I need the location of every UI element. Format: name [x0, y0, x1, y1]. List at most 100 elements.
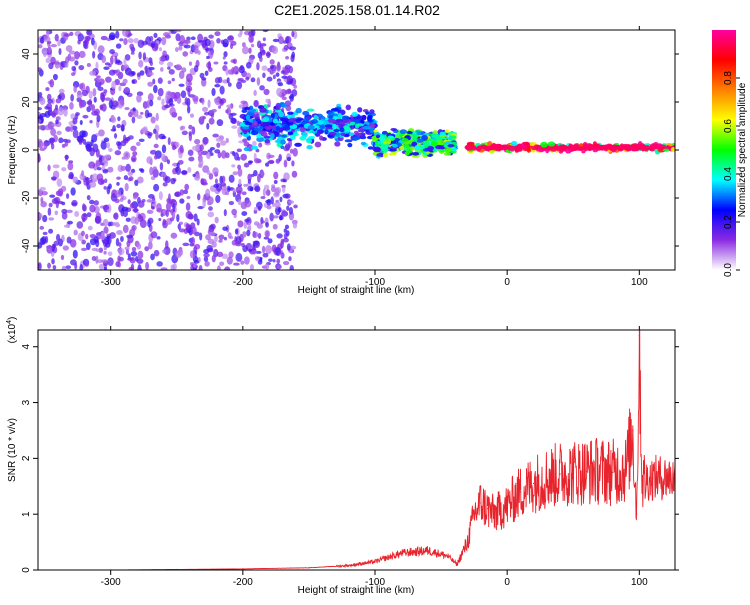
heatmap-cell: [262, 37, 266, 42]
heatmap-cell: [248, 34, 254, 43]
heatmap-cell: [179, 35, 186, 45]
heatmap-cell: [244, 218, 250, 223]
heatmap-cell: [157, 77, 163, 84]
heatmap-cell: [91, 134, 98, 143]
heatmap-cell: [130, 155, 137, 163]
heatmap-cell: [188, 61, 192, 66]
heatmap-cell: [280, 252, 285, 259]
heatmap-cell: [186, 105, 191, 114]
heatmap-cell: [104, 97, 111, 101]
heatmap-cell: [214, 178, 218, 185]
heatmap-cell: [220, 140, 227, 146]
heatmap-cell: [167, 61, 174, 67]
heatmap-cell: [250, 30, 256, 37]
snr-multiplier-exp: 4: [6, 320, 13, 324]
heatmap-cell: [156, 236, 161, 240]
heatmap-cell: [208, 117, 215, 125]
heatmap-cell: [206, 244, 213, 252]
heatmap-cell: [477, 145, 483, 150]
heatmap-cell: [108, 148, 113, 153]
heatmap-cell: [383, 141, 388, 145]
snr-x-label: Height of straight line (km): [298, 585, 415, 596]
heatmap-cell: [150, 253, 155, 261]
heatmap-cell: [404, 151, 410, 156]
heatmap-cell: [90, 104, 96, 112]
heatmap-cell: [47, 262, 51, 269]
heatmap-cell: [291, 160, 295, 167]
heatmap-cell: [132, 107, 136, 112]
heatmap-cell: [238, 104, 244, 109]
heatmap-cell: [90, 37, 95, 46]
heatmap-cell: [355, 132, 362, 137]
heatmap-cell: [72, 176, 79, 184]
heatmap-cell: [289, 148, 294, 154]
heatmap-cell: [50, 176, 57, 181]
heatmap-cell: [445, 147, 453, 152]
snr-data-point: [400, 552, 403, 554]
y-tick-label: 20: [21, 96, 32, 108]
heatmap-cell: [117, 248, 125, 256]
heatmap-cell: [96, 75, 101, 79]
heatmap-cell: [540, 141, 548, 148]
heatmap-cell: [161, 144, 167, 154]
heatmap-cell: [193, 64, 199, 73]
heatmap-cell: [259, 56, 263, 63]
heatmap-cell: [97, 45, 105, 54]
snr-data-point: [427, 549, 429, 552]
heatmap-cell: [382, 152, 388, 158]
heatmap-cell: [115, 30, 120, 39]
heatmap-cell: [41, 47, 48, 55]
heatmap-cell: [228, 200, 235, 206]
heatmap-cell: [70, 94, 74, 102]
heatmap-cell: [233, 152, 240, 161]
heatmap-cell: [287, 131, 294, 136]
heatmap-cell: [153, 32, 158, 38]
snr-data-point: [486, 508, 488, 510]
heatmap-cell: [103, 137, 110, 143]
heatmap-cell: [287, 111, 294, 115]
heatmap-cell: [157, 96, 162, 101]
heatmap-cell: [277, 206, 282, 213]
heatmap-cell: [281, 209, 287, 216]
heatmap-cell: [187, 166, 192, 173]
heatmap-cell: [244, 256, 250, 265]
heatmap-cell: [181, 170, 188, 175]
snr-data-point: [559, 473, 561, 475]
heatmap-cell: [243, 147, 251, 152]
x-tick-label: -300: [101, 577, 121, 588]
heatmap-cell: [57, 39, 61, 47]
heatmap-cell: [39, 97, 46, 106]
heatmap-cell: [56, 130, 62, 136]
heatmap-cell: [81, 239, 86, 245]
heatmap-cell: [98, 154, 103, 163]
chart-title: C2E1.2025.158.01.14.R02: [274, 2, 440, 18]
heatmap-cell: [95, 61, 99, 70]
snr-multiplier-close: ): [7, 317, 18, 320]
heatmap-cell: [89, 181, 97, 188]
heatmap-cell: [388, 152, 396, 156]
heatmap-cell: [235, 252, 243, 262]
heatmap-cell: [437, 139, 445, 146]
heatmap-cell: [81, 247, 88, 252]
x-tick-label: 100: [631, 277, 648, 288]
heatmap-cell: [253, 99, 259, 108]
heatmap-cell: [178, 45, 183, 51]
heatmap-cell: [61, 208, 68, 214]
heatmap-cell: [153, 183, 160, 192]
heatmap-cell: [439, 131, 446, 137]
heatmap-cell: [252, 240, 260, 245]
heatmap-cell: [607, 144, 615, 151]
heatmap-cell: [202, 136, 209, 145]
heatmap-cell: [286, 230, 290, 237]
y-tick-label: -40: [21, 238, 32, 253]
snr-data-point: [347, 564, 350, 567]
heatmap-cell: [670, 147, 675, 153]
heatmap-cell: [178, 228, 186, 233]
heatmap-cell: [67, 220, 73, 225]
heatmap-cell: [410, 135, 418, 140]
heatmap-cell: [259, 130, 265, 135]
heatmap-cell: [556, 146, 564, 152]
heatmap-cell: [202, 116, 206, 120]
heatmap-cell: [353, 118, 361, 124]
heatmap-cell: [662, 148, 670, 152]
